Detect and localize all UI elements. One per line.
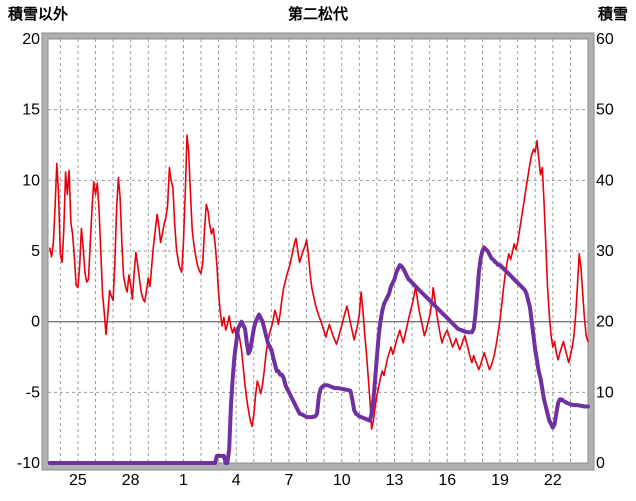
left-axis-tick: -5 bbox=[26, 384, 40, 401]
right-axis-tick: 60 bbox=[596, 31, 614, 48]
x-axis-tick: 19 bbox=[491, 472, 509, 489]
right-axis-tick: 40 bbox=[596, 172, 614, 189]
snow-depth-line bbox=[47, 245, 590, 465]
left-axis-tick: 5 bbox=[31, 243, 40, 260]
left-axis-tick: 20 bbox=[22, 31, 40, 48]
x-axis-tick: 16 bbox=[438, 472, 456, 489]
x-axis-tick: 13 bbox=[386, 472, 404, 489]
x-axis-tick: 10 bbox=[333, 472, 351, 489]
left-axis-tick: 10 bbox=[22, 172, 40, 189]
x-axis-tick: 25 bbox=[69, 472, 87, 489]
x-axis-tick: 22 bbox=[544, 472, 562, 489]
left-axis-title: 積雪以外 bbox=[8, 6, 69, 23]
left-axis-tick: 15 bbox=[22, 102, 40, 119]
left-axis-tick: -10 bbox=[17, 455, 40, 472]
x-axis-tick: 7 bbox=[285, 472, 294, 489]
other-than-snow-line bbox=[48, 134, 589, 430]
page-title: 第二松代 bbox=[287, 6, 348, 23]
right-axis-tick: 30 bbox=[596, 243, 614, 260]
right-axis-tick: 20 bbox=[596, 314, 614, 331]
left-axis-tick: 0 bbox=[31, 314, 40, 331]
right-axis-tick: 0 bbox=[596, 455, 605, 472]
right-axis-tick: 50 bbox=[596, 102, 614, 119]
right-axis-tick: 10 bbox=[596, 384, 614, 401]
right-axis-title: 積雪 bbox=[597, 6, 628, 23]
x-axis-tick: 28 bbox=[122, 472, 140, 489]
x-axis-tick: 4 bbox=[232, 472, 241, 489]
x-axis-tick: 1 bbox=[179, 472, 188, 489]
